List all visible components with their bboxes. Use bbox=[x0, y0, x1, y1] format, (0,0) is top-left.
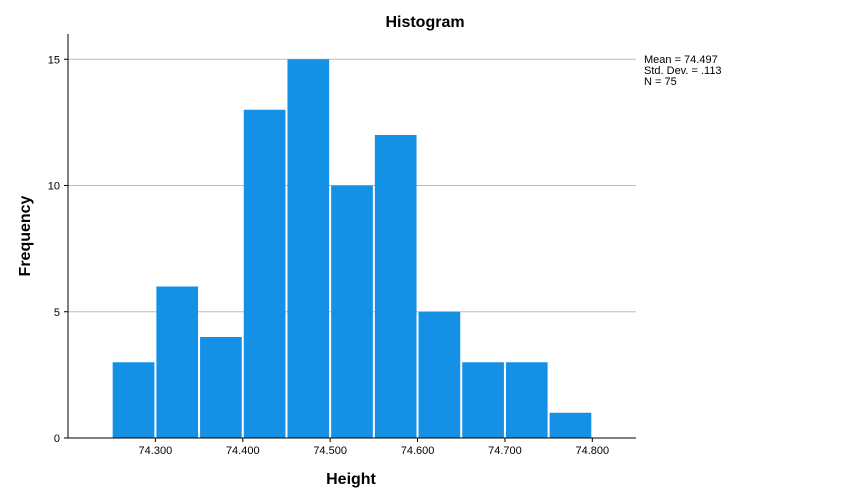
histogram-bar bbox=[287, 59, 330, 438]
stats-legend: Mean = 74.497 Std. Dev. = .113 N = 75 bbox=[644, 55, 722, 88]
histogram-bar bbox=[243, 109, 286, 438]
chart-title: Histogram bbox=[385, 14, 464, 31]
x-tick-label: 74.400 bbox=[226, 445, 260, 457]
histogram-bar bbox=[505, 362, 548, 438]
histogram-bar bbox=[549, 412, 592, 438]
x-tick-label: 74.300 bbox=[139, 445, 173, 457]
x-tick-label: 74.600 bbox=[401, 445, 435, 457]
y-tick-label: 0 bbox=[54, 433, 60, 445]
stats-mean: Mean = 74.497 bbox=[644, 54, 718, 66]
histogram-bar bbox=[200, 337, 242, 438]
histogram-bar bbox=[112, 362, 155, 438]
axes bbox=[64, 34, 636, 442]
x-tick-labels: 74.300 74.400 74.500 74.600 74.700 74.800 bbox=[139, 445, 610, 457]
histogram-bar bbox=[418, 311, 461, 438]
x-tick-label: 74.800 bbox=[575, 445, 609, 457]
y-tick-label: 10 bbox=[48, 181, 60, 193]
x-tick-label: 74.500 bbox=[313, 445, 347, 457]
histogram-bar bbox=[331, 185, 373, 438]
histogram-bar bbox=[156, 286, 199, 438]
stats-std-dev: Std. Dev. = .113 bbox=[644, 65, 722, 77]
y-axis-title: Frequency bbox=[17, 195, 34, 276]
y-tick-label: 5 bbox=[54, 307, 60, 319]
y-tick-label: 15 bbox=[48, 54, 60, 66]
histogram-bar bbox=[462, 362, 504, 438]
bars bbox=[112, 59, 592, 438]
histogram-bar bbox=[374, 135, 417, 438]
x-tick-label: 74.700 bbox=[488, 445, 522, 457]
y-tick-labels: 0 5 10 15 bbox=[48, 54, 60, 445]
x-axis-title: Height bbox=[326, 471, 376, 488]
stats-n: N = 75 bbox=[644, 76, 677, 88]
